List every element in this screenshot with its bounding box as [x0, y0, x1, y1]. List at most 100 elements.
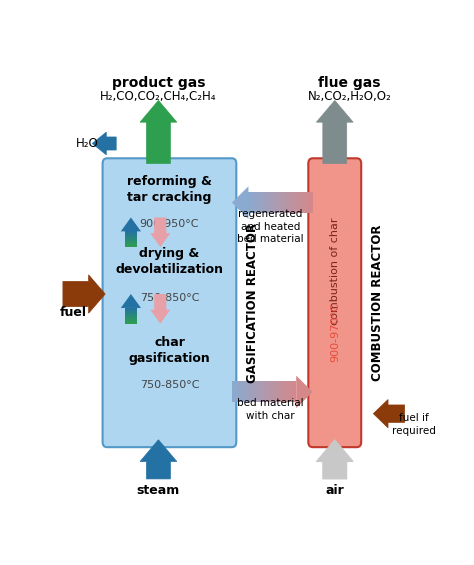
FancyArrow shape	[282, 381, 283, 402]
FancyArrow shape	[294, 192, 296, 213]
FancyArrow shape	[253, 192, 254, 213]
FancyArrow shape	[292, 381, 293, 402]
FancyArrow shape	[273, 381, 275, 402]
Text: drying &
devolatilization: drying & devolatilization	[116, 247, 223, 276]
FancyArrow shape	[251, 192, 252, 213]
FancyArrow shape	[275, 381, 276, 402]
FancyArrow shape	[289, 381, 290, 402]
FancyArrow shape	[300, 192, 301, 213]
FancyArrow shape	[255, 192, 256, 213]
FancyArrow shape	[150, 294, 170, 324]
FancyArrow shape	[248, 381, 249, 402]
FancyArrow shape	[294, 381, 295, 402]
FancyArrow shape	[296, 192, 297, 213]
FancyArrow shape	[121, 218, 141, 232]
FancyArrow shape	[276, 381, 277, 402]
FancyArrow shape	[258, 381, 259, 402]
Text: H₂O: H₂O	[75, 137, 98, 150]
FancyArrow shape	[268, 381, 269, 402]
FancyArrow shape	[239, 381, 240, 402]
FancyArrow shape	[277, 381, 278, 402]
FancyArrow shape	[279, 381, 280, 402]
FancyArrow shape	[259, 381, 260, 402]
FancyArrow shape	[92, 132, 116, 155]
FancyArrow shape	[271, 192, 272, 213]
Text: reforming &
tar cracking: reforming & tar cracking	[127, 175, 212, 204]
FancyArrow shape	[271, 381, 272, 402]
FancyArrow shape	[246, 381, 247, 402]
Text: regenerated
and heated
bed material: regenerated and heated bed material	[237, 209, 304, 244]
FancyArrow shape	[310, 192, 311, 213]
FancyArrow shape	[256, 192, 257, 213]
Text: fuel if
required: fuel if required	[392, 414, 436, 436]
FancyArrow shape	[297, 192, 298, 213]
FancyArrow shape	[140, 440, 177, 479]
FancyArrow shape	[249, 192, 251, 213]
FancyArrow shape	[285, 381, 287, 402]
FancyArrow shape	[295, 381, 296, 402]
FancyArrow shape	[293, 381, 294, 402]
FancyArrow shape	[306, 192, 307, 213]
FancyArrow shape	[240, 381, 242, 402]
FancyArrow shape	[269, 192, 270, 213]
FancyArrow shape	[302, 192, 303, 213]
Text: char
gasification: char gasification	[128, 336, 210, 365]
FancyArrow shape	[288, 192, 289, 213]
FancyArrow shape	[292, 192, 293, 213]
Text: flue gas: flue gas	[318, 76, 381, 90]
FancyArrow shape	[270, 192, 271, 213]
FancyArrow shape	[287, 192, 288, 213]
Text: fuel: fuel	[60, 306, 87, 319]
FancyArrow shape	[290, 192, 292, 213]
FancyArrow shape	[283, 192, 284, 213]
Text: 750-850°C: 750-850°C	[140, 380, 199, 390]
FancyArrow shape	[303, 192, 304, 213]
FancyArrow shape	[298, 192, 299, 213]
Text: 900-950°C: 900-950°C	[140, 219, 199, 229]
Text: COMBUSTION REACTOR: COMBUSTION REACTOR	[371, 224, 383, 381]
FancyArrow shape	[301, 192, 302, 213]
FancyArrow shape	[261, 192, 263, 213]
FancyArrow shape	[257, 192, 258, 213]
FancyArrow shape	[287, 381, 288, 402]
FancyArrow shape	[286, 192, 287, 213]
FancyArrow shape	[252, 192, 253, 213]
FancyArrow shape	[252, 381, 253, 402]
FancyArrow shape	[293, 192, 294, 213]
FancyArrow shape	[273, 192, 274, 213]
FancyArrow shape	[267, 192, 268, 213]
FancyArrow shape	[260, 381, 261, 402]
FancyArrow shape	[272, 381, 273, 402]
FancyArrow shape	[272, 192, 273, 213]
FancyArrow shape	[268, 192, 269, 213]
FancyArrow shape	[248, 192, 249, 213]
FancyArrow shape	[232, 381, 233, 402]
FancyArrow shape	[255, 381, 256, 402]
FancyArrow shape	[236, 381, 237, 402]
FancyArrow shape	[243, 381, 244, 402]
FancyArrow shape	[256, 381, 258, 402]
FancyArrow shape	[280, 381, 281, 402]
FancyArrow shape	[63, 275, 105, 313]
Text: 750-850°C: 750-850°C	[140, 293, 199, 303]
FancyArrow shape	[233, 381, 234, 402]
FancyArrow shape	[244, 381, 245, 402]
FancyArrow shape	[264, 192, 265, 213]
FancyArrow shape	[249, 381, 250, 402]
FancyArrow shape	[238, 381, 239, 402]
FancyArrow shape	[311, 192, 313, 213]
FancyArrow shape	[259, 192, 260, 213]
Text: product gas: product gas	[112, 76, 205, 90]
FancyArrow shape	[266, 381, 267, 402]
FancyArrow shape	[274, 192, 275, 213]
FancyBboxPatch shape	[308, 158, 361, 447]
FancyArrow shape	[284, 192, 285, 213]
Text: steam: steam	[137, 484, 180, 497]
FancyArrow shape	[254, 192, 255, 213]
FancyArrow shape	[276, 192, 277, 213]
FancyArrow shape	[150, 218, 170, 247]
FancyArrow shape	[237, 381, 238, 402]
FancyArrow shape	[374, 399, 405, 428]
FancyArrow shape	[263, 381, 264, 402]
FancyArrow shape	[263, 192, 264, 213]
